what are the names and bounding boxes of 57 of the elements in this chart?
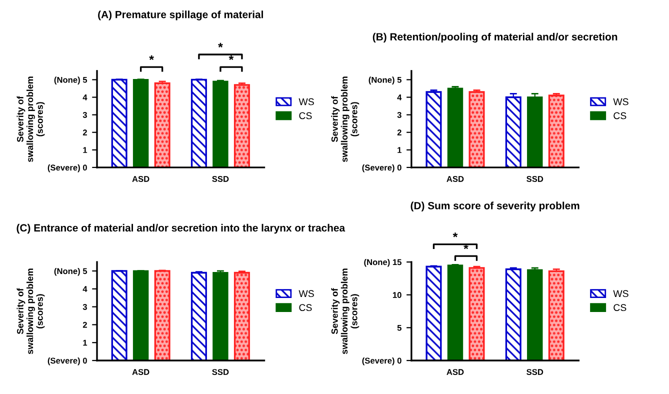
y-tick-label: 3: [397, 112, 402, 118]
x-tick-label: SSD: [526, 176, 544, 182]
text: *: [228, 55, 234, 60]
bar: [548, 94, 564, 168]
y-tick-label: (Severe) 0: [48, 357, 87, 366]
x-tick-label: SSD: [212, 369, 229, 375]
legend-label: WS: [613, 98, 628, 106]
x-tick-label: ASD: [446, 369, 464, 375]
y-tick-label: (Severe) 0: [362, 164, 402, 172]
legend-label: WS: [613, 290, 628, 298]
bar: [505, 96, 522, 168]
y-tick-label: 1: [83, 340, 88, 346]
y-tick-label: 3: [82, 112, 87, 118]
y-tick-label: 4: [82, 94, 88, 100]
legend-label: CS: [614, 304, 626, 312]
legend-label: CS: [614, 112, 626, 120]
y-tick-label: 4: [397, 94, 402, 100]
legend-label: CS: [299, 304, 312, 312]
y-tick-label: 3: [82, 304, 87, 310]
chart-title: (A) Premature spillage of material: [98, 10, 263, 20]
x-tick-label: SSD: [526, 369, 544, 375]
y-axis-title: Severity of swallowing problem (scores): [331, 268, 360, 354]
y-axis-title: Severity of swallowing problem (scores): [16, 76, 45, 162]
x-tick-label: ASD: [132, 176, 150, 182]
y-tick-label: (None) 5: [54, 76, 88, 84]
chart-title: (C) Entrance of material and/or secretion into the larynx or trachea: [16, 224, 346, 234]
y-tick-label: (None) 5: [368, 76, 402, 84]
chart-title: (B) Retention/pooling of material and/or secretion: [372, 32, 618, 43]
bar: [527, 96, 543, 168]
bar: [468, 91, 485, 168]
y-tick-label: (Severe) 0: [362, 357, 402, 366]
legend-label: WS: [298, 290, 314, 298]
text: *: [464, 244, 468, 250]
y-tick-label: 4: [82, 286, 88, 292]
y-tick-label: 2: [82, 322, 87, 328]
text: *: [149, 55, 154, 60]
text: *: [452, 232, 458, 238]
legend-label: WS: [298, 98, 314, 106]
y-axis-title: Severity of swallowing problem (scores): [331, 76, 360, 162]
chart-title: (D) Sum score of severity problem: [410, 202, 580, 212]
legend-label: CS: [299, 112, 312, 120]
y-tick-label: (Severe) 0: [48, 164, 87, 172]
y-tick-label: 5: [397, 324, 402, 331]
y-tick-label: 2: [82, 130, 87, 136]
text: *: [218, 42, 223, 48]
x-tick-label: SSD: [212, 176, 229, 182]
y-tick-label: 10: [392, 292, 402, 298]
bar: [447, 88, 464, 168]
y-tick-label: (None) 15: [364, 258, 402, 267]
y-tick-label: 1: [83, 147, 88, 153]
y-tick-label: 1: [398, 147, 402, 153]
x-tick-label: ASD: [132, 369, 150, 375]
x-tick-label: ASD: [446, 176, 464, 182]
bar: [426, 91, 442, 168]
y-tick-label: (None) 5: [54, 268, 88, 276]
y-tick-label: 2: [397, 130, 402, 136]
y-axis-title: Severity of swallowing problem (scores): [16, 268, 45, 354]
